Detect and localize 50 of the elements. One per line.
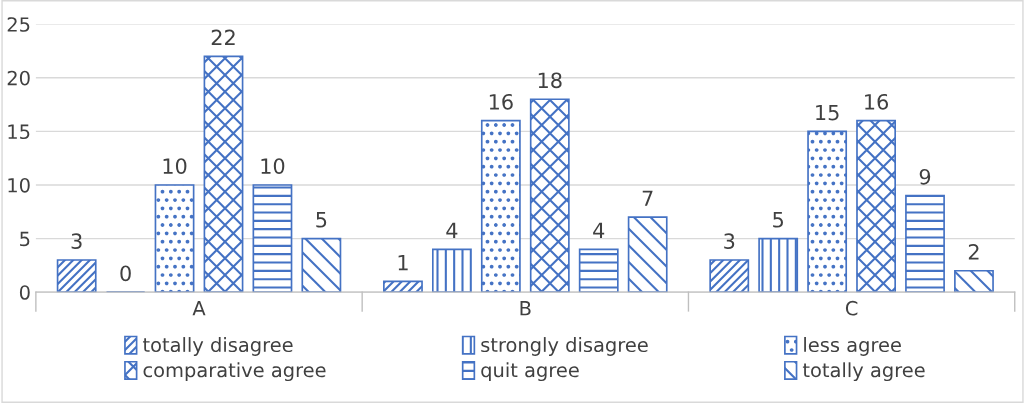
x-tick-label: B bbox=[520, 301, 531, 316]
bar bbox=[431, 248, 472, 293]
bar bbox=[480, 119, 521, 293]
data-label: 2 bbox=[968, 244, 979, 260]
data-label: 0 bbox=[120, 265, 131, 282]
data-label: 4 bbox=[446, 222, 458, 239]
data-label: 5 bbox=[773, 212, 783, 228]
legend-label: comparative agree bbox=[143, 362, 326, 382]
bar bbox=[954, 269, 994, 293]
data-label: 22 bbox=[211, 29, 235, 46]
legend-label: strongly disagree bbox=[481, 337, 648, 356]
bar bbox=[709, 259, 750, 293]
bar bbox=[203, 55, 244, 293]
bar bbox=[758, 237, 799, 293]
bar bbox=[56, 259, 97, 293]
data-label: 3 bbox=[71, 233, 82, 250]
legend-label: less agree bbox=[804, 337, 901, 356]
x-tick-label: C bbox=[845, 300, 858, 316]
y-tick-label: 25 bbox=[7, 17, 30, 32]
legend-label: totally agree bbox=[802, 362, 925, 382]
data-label: 18 bbox=[538, 72, 562, 89]
y-tick-label: 20 bbox=[7, 70, 30, 86]
data-label: 10 bbox=[163, 158, 187, 174]
bar bbox=[383, 280, 423, 293]
bar bbox=[301, 237, 342, 293]
y-tick-label: 10 bbox=[8, 177, 30, 193]
data-label: 16 bbox=[865, 93, 889, 110]
data-label: 1 bbox=[398, 254, 408, 271]
data-label: 3 bbox=[724, 233, 735, 250]
bar bbox=[252, 184, 293, 293]
data-label: 5 bbox=[316, 212, 327, 228]
data-label: 7 bbox=[642, 190, 653, 206]
bar bbox=[578, 248, 619, 293]
bar bbox=[529, 98, 570, 293]
bar bbox=[627, 216, 668, 293]
data-label: 10 bbox=[261, 158, 285, 174]
legend-label: totally disagree bbox=[142, 337, 293, 356]
bar bbox=[856, 119, 896, 293]
y-tick-label: 5 bbox=[20, 231, 30, 247]
y-tick-label: 15 bbox=[8, 124, 30, 140]
legend-label: quit agree bbox=[481, 362, 579, 382]
x-tick-label: A bbox=[192, 301, 206, 316]
bar bbox=[154, 184, 195, 293]
bar bbox=[807, 130, 848, 293]
bar bbox=[905, 194, 945, 293]
data-label: 9 bbox=[919, 168, 931, 185]
data-label: 15 bbox=[816, 104, 839, 121]
data-label: 16 bbox=[489, 93, 513, 110]
y-tick-label: 0 bbox=[19, 285, 30, 300]
data-label: 4 bbox=[593, 222, 605, 239]
